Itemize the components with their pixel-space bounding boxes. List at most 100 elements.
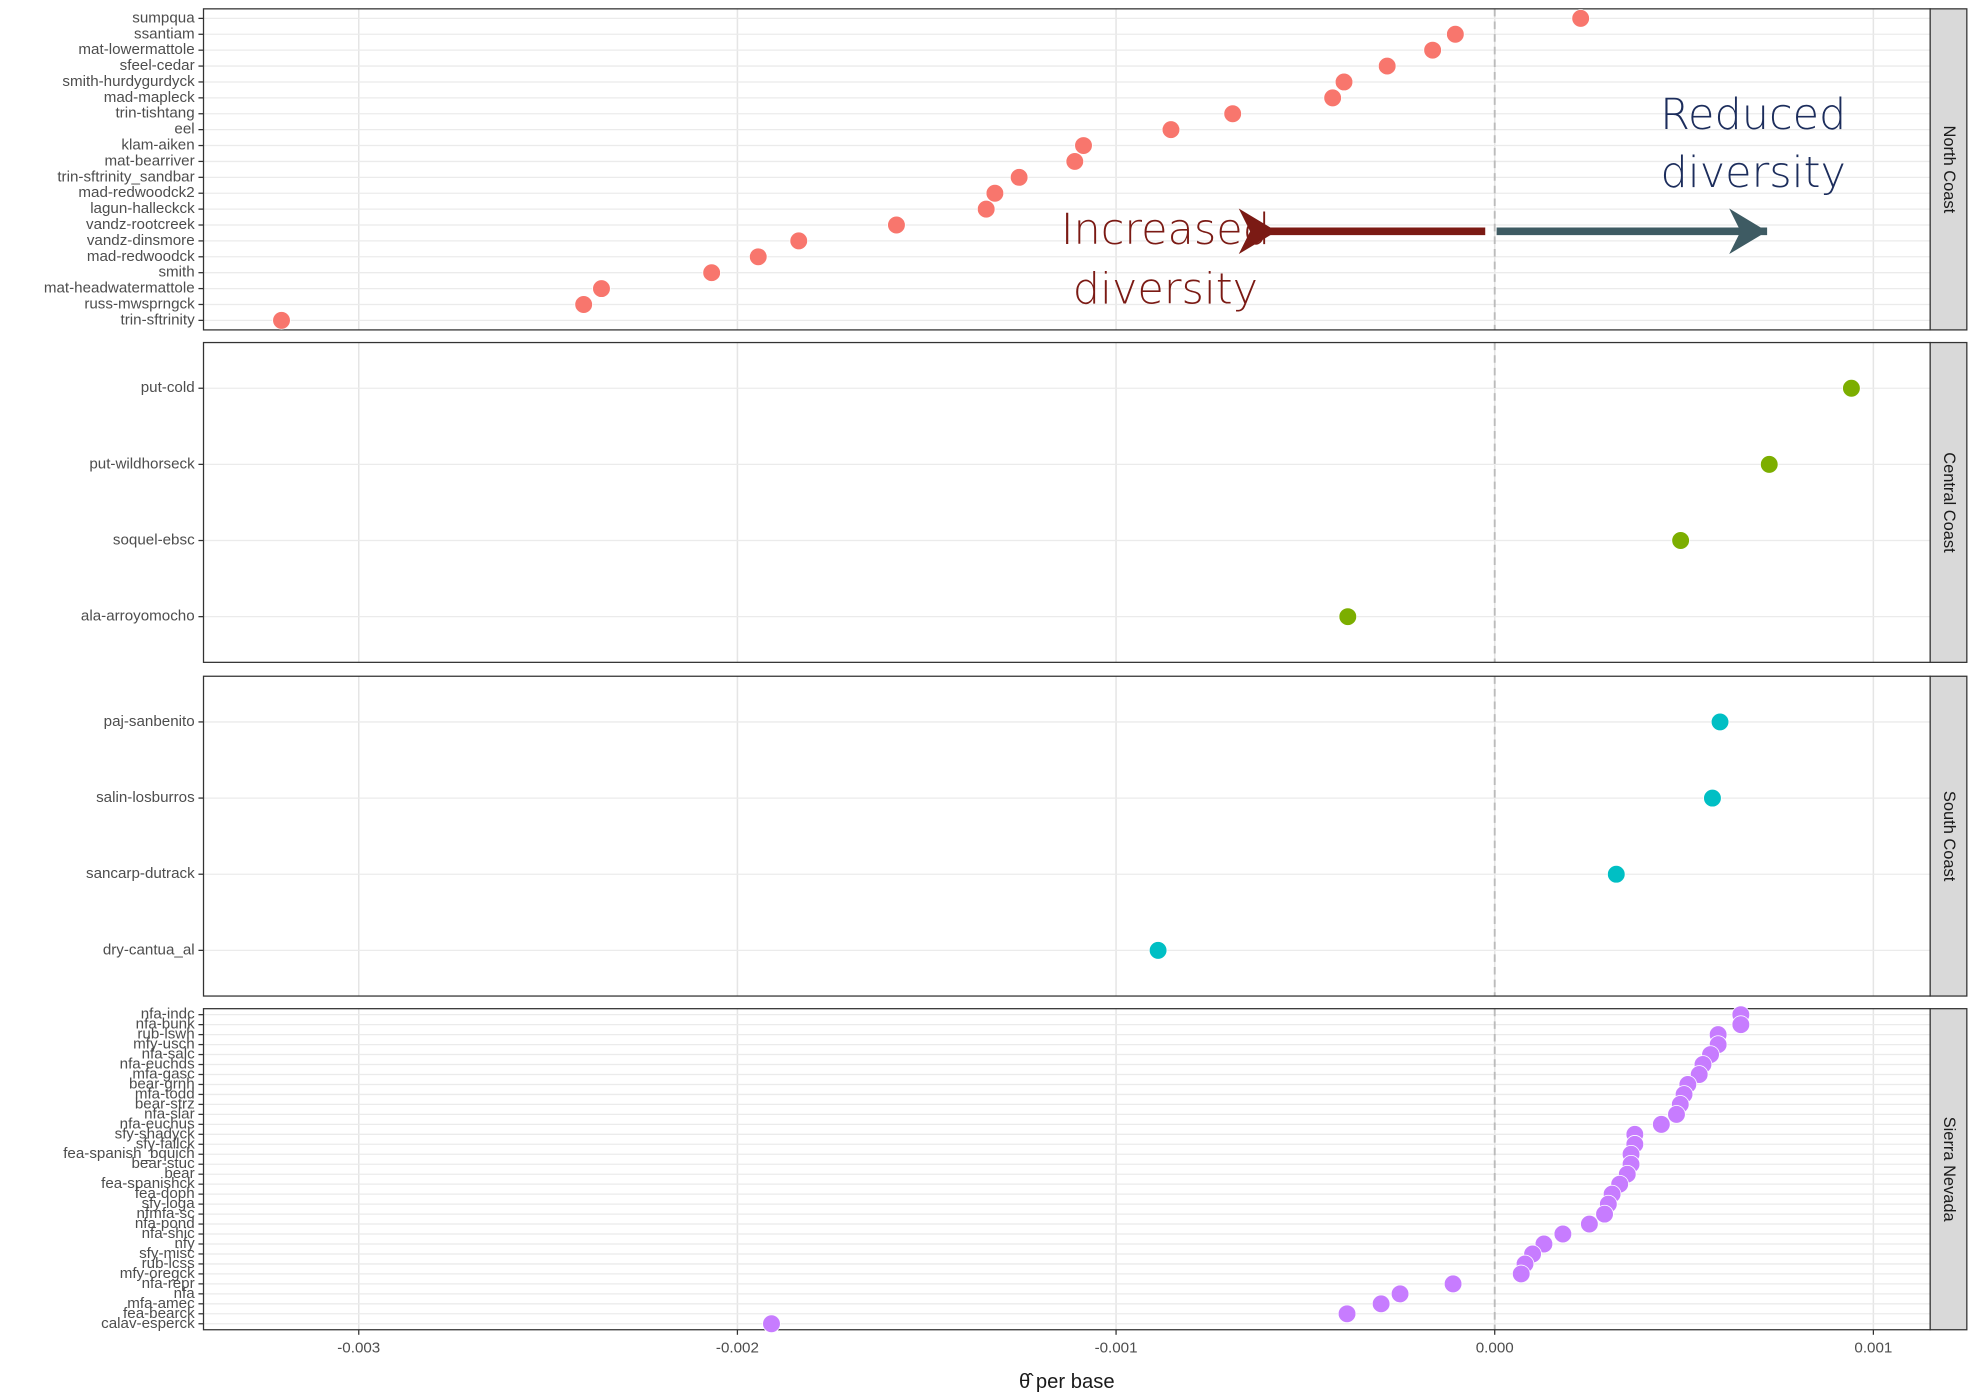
dot <box>574 295 593 314</box>
dot <box>1161 120 1181 139</box>
category-label: trin-sftrinity_sandbar <box>57 168 194 185</box>
dot <box>1671 531 1690 550</box>
category-label: calav-esperck <box>101 1315 195 1332</box>
category-label: nfa-euchus <box>120 1115 195 1132</box>
annotation: Increased <box>1061 205 1270 255</box>
category-label: sancarp-dutrack <box>86 865 195 882</box>
category-label: bear-strz <box>135 1095 195 1112</box>
dot <box>1148 941 1168 960</box>
category-label: sfy-loga <box>142 1195 196 1212</box>
dot <box>1571 9 1590 28</box>
dot <box>789 231 808 251</box>
strip-label: South Coast <box>1940 791 1958 882</box>
dot <box>762 1314 781 1333</box>
category-label: mat-headwatermattole <box>44 280 195 297</box>
dot <box>1443 1274 1463 1294</box>
dot <box>1607 864 1626 884</box>
strip-label: Central Coast <box>1940 452 1958 553</box>
dot <box>1710 712 1730 732</box>
panel-background <box>203 676 1931 997</box>
category-label: rub-lcss <box>142 1255 195 1272</box>
category-label: ala-arroyomocho <box>81 608 195 625</box>
strip-label: North Coast <box>1940 126 1958 214</box>
dot <box>887 215 906 235</box>
category-label: eel <box>174 121 194 138</box>
annotation: diversity <box>1073 264 1258 314</box>
category-label: nfa-indc <box>141 1006 195 1023</box>
category-label: trin-sftrinity <box>121 311 196 328</box>
dot <box>592 279 611 298</box>
category-label: nfa-euchds <box>120 1056 195 1073</box>
category-label: mfy-usch <box>133 1036 194 1053</box>
dot <box>1377 56 1397 76</box>
dot <box>1371 1294 1391 1314</box>
category-label: nfa-pond <box>135 1215 195 1232</box>
category-label: lagun-halleckck <box>90 200 195 217</box>
dot <box>272 311 291 330</box>
category-label: fea-spanish_bquich <box>63 1145 194 1162</box>
dot <box>1065 152 1085 171</box>
dot <box>1580 1214 1599 1234</box>
category-label: mad-mapleck <box>104 89 195 106</box>
category-label: russ-mwsprngck <box>84 295 195 312</box>
dot <box>1760 455 1779 474</box>
strip <box>1929 1008 1968 1331</box>
category-label: dry-cantua_al <box>103 941 195 958</box>
panel-background <box>203 8 1931 330</box>
category-label: smith-hurdygurdyck <box>62 73 195 90</box>
category-label: bear-stuc <box>131 1155 195 1172</box>
category-label: nfa-salc <box>142 1046 195 1063</box>
dot <box>1667 1105 1686 1124</box>
x-tick-label: -0.001 <box>1095 1340 1138 1357</box>
x-tick-label: 0.000 <box>1476 1340 1514 1357</box>
dot <box>1390 1284 1410 1304</box>
category-label: mat-lowermattole <box>78 41 194 58</box>
dot <box>749 247 768 267</box>
category-label: nfa-repr <box>142 1275 195 1292</box>
category-label: fea-spanishck <box>101 1175 195 1192</box>
category-label: put-cold <box>141 379 195 396</box>
category-label: mad-redwoodck <box>87 248 195 265</box>
dot <box>1446 25 1465 44</box>
category-label: mat-bearriver <box>105 152 195 169</box>
category-label: ssantiam <box>134 25 195 42</box>
category-label: put-wildhorseck <box>89 455 195 472</box>
category-label: vandz-rootcreek <box>86 216 195 233</box>
dot <box>1703 788 1722 808</box>
category-label: bear-grnh <box>129 1075 195 1092</box>
strip <box>1929 341 1968 663</box>
category-label: fea-bearck <box>123 1305 195 1322</box>
dot <box>1652 1115 1671 1134</box>
category-label: bear <box>164 1165 194 1182</box>
dot <box>1553 1224 1573 1244</box>
strip <box>1929 675 1968 997</box>
x-axis-label: θ̂ per base <box>1019 1371 1115 1393</box>
category-label: rub-lswh <box>137 1026 194 1043</box>
category-label: fea-doph <box>135 1185 195 1202</box>
dot <box>702 263 721 282</box>
x-tick-label: -0.003 <box>337 1340 380 1357</box>
dot <box>985 183 1005 203</box>
category-label: klam-aiken <box>121 137 194 154</box>
dot <box>1074 136 1093 155</box>
dot <box>1009 168 1029 187</box>
category-label: mfy-oregck <box>120 1265 195 1282</box>
category-label: mfa-amec <box>127 1295 195 1312</box>
category-label: nfa <box>174 1285 196 1302</box>
dot <box>1731 1015 1751 1034</box>
category-label: soquel-ebsc <box>113 532 195 549</box>
dot <box>1338 607 1358 626</box>
dot <box>1595 1204 1614 1224</box>
category-label: smith <box>158 264 194 281</box>
category-label: sfy-fallck <box>136 1135 195 1152</box>
category-label: sumpqua <box>132 9 195 26</box>
category-label: mfa-todd <box>135 1085 195 1102</box>
dot <box>1423 40 1442 60</box>
category-label: sfy-shadyck <box>115 1125 195 1142</box>
panel-background <box>203 342 1931 663</box>
dot <box>1842 379 1861 398</box>
dot <box>1323 88 1342 108</box>
x-tick-label: -0.002 <box>716 1340 759 1357</box>
